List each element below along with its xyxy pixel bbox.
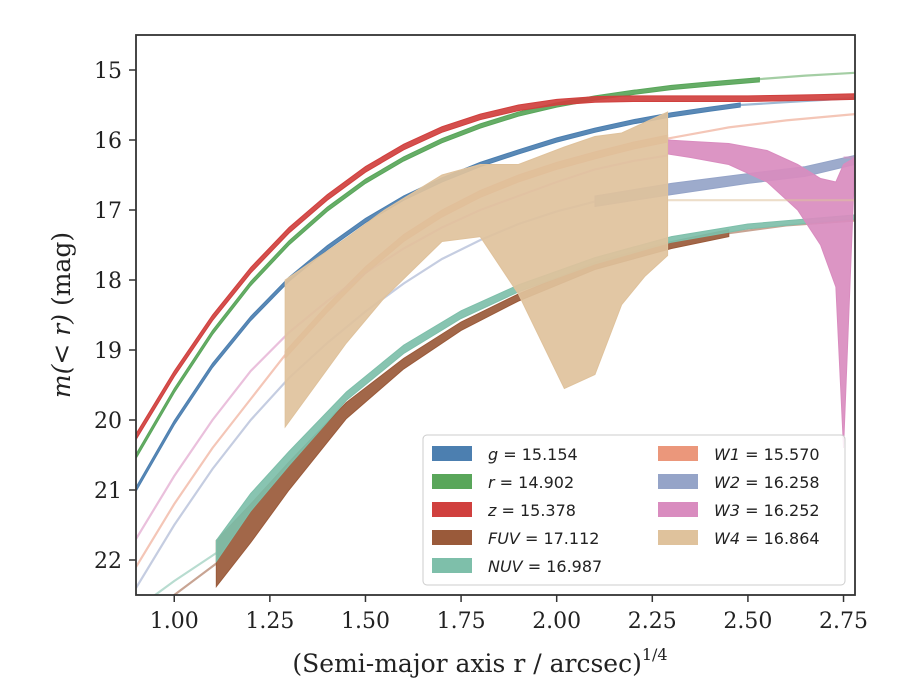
x-axis-label-main: (Semi-major axis r / arcsec) <box>292 649 641 678</box>
legend: g = 15.154 r = 14.902 z = 15.378 FUV = 17.1… <box>422 434 846 586</box>
legend-label-nuv: NUV = 16.987 <box>488 557 602 576</box>
x-tick-label: 2.25 <box>628 609 677 634</box>
legend-item-w2: W2 = 16.258 <box>658 473 820 492</box>
x-tick-label: 1.75 <box>437 609 486 634</box>
x-axis-label: (Semi-major axis r / arcsec)1/4 <box>292 645 667 678</box>
series-layer <box>136 71 855 595</box>
legend-item-nuv: NUV = 16.987 <box>432 557 602 576</box>
legend-item-w1: W1 = 15.570 <box>658 445 820 464</box>
y-tick-label: 20 <box>94 409 122 434</box>
legend-swatch-w2 <box>658 474 698 489</box>
legend-frame <box>422 434 846 586</box>
legend-label-w2: W2 = 16.258 <box>714 473 820 492</box>
legend-label-z: z = 15.378 <box>487 501 576 520</box>
series-r <box>136 71 855 460</box>
legend-label-w4: W4 = 16.864 <box>714 529 820 548</box>
x-tick-label: 2.75 <box>819 609 868 634</box>
y-tick-label: 17 <box>94 199 122 224</box>
series-fuv-band <box>215 228 730 589</box>
series-nuv-tail <box>153 552 217 595</box>
legend-label-g: g = 15.154 <box>488 445 578 464</box>
x-tick-label: 1.00 <box>150 609 199 634</box>
y-axis-label-unit: (mag) <box>47 232 76 306</box>
legend-swatch-nuv <box>432 558 472 573</box>
series-r-band <box>136 77 760 460</box>
legend-swatch-r <box>432 474 472 489</box>
legend-label-r: r = 14.902 <box>488 473 574 492</box>
x-axis-label-power: 1/4 <box>642 645 668 664</box>
y-tick-label: 15 <box>94 59 122 84</box>
series-w1-tail <box>136 354 287 568</box>
x-tick-label: 1.50 <box>341 609 390 634</box>
x-tick-label: 1.25 <box>245 609 294 634</box>
y-axis-label-main: m(< r) <box>47 314 76 398</box>
series-w4-band <box>284 111 669 429</box>
legend-label-fuv: FUV = 17.112 <box>488 529 599 548</box>
series-z <box>136 93 855 441</box>
legend-item-g: g = 15.154 <box>432 445 578 464</box>
x-tick-label: 2.00 <box>532 609 581 634</box>
y-tick-label: 22 <box>94 549 122 574</box>
plot-frame <box>135 34 856 596</box>
legend-swatch-z <box>432 502 472 517</box>
series-fuv-tail <box>172 562 217 595</box>
legend-item-r: r = 14.902 <box>432 473 574 492</box>
x-tick-label: 2.50 <box>723 609 772 634</box>
legend-swatch-g <box>432 446 472 461</box>
legend-item-z: z = 15.378 <box>432 501 576 520</box>
axis-layer: 1.00 1.25 1.50 1.75 2.00 2.25 2.50 2.75 15 16 17 18… <box>94 59 868 634</box>
legend-item-fuv: FUV = 17.112 <box>432 529 599 548</box>
legend-swatch-fuv <box>432 530 472 545</box>
series-r-tail <box>759 71 855 81</box>
legend-item-w3: W3 = 16.252 <box>658 501 820 520</box>
y-axis-label: m(< r) (mag) <box>47 232 76 398</box>
legend-label-w3: W3 = 16.252 <box>714 501 820 520</box>
y-tick-label: 18 <box>94 269 122 294</box>
series-w4 <box>284 111 855 429</box>
y-tick-label: 19 <box>94 339 122 364</box>
legend-item-w4: W4 = 16.864 <box>658 529 820 548</box>
legend-label-w1: W1 = 15.570 <box>714 445 820 464</box>
series-z-band <box>136 93 855 441</box>
y-tick-label: 21 <box>94 479 122 504</box>
series-w3-band <box>667 139 855 449</box>
legend-swatch-w1 <box>658 446 698 461</box>
legend-swatch-w3 <box>658 502 698 517</box>
y-tick-label: 16 <box>94 129 122 154</box>
series-w1-tail-end <box>667 113 855 140</box>
legend-swatch-w4 <box>658 530 698 545</box>
